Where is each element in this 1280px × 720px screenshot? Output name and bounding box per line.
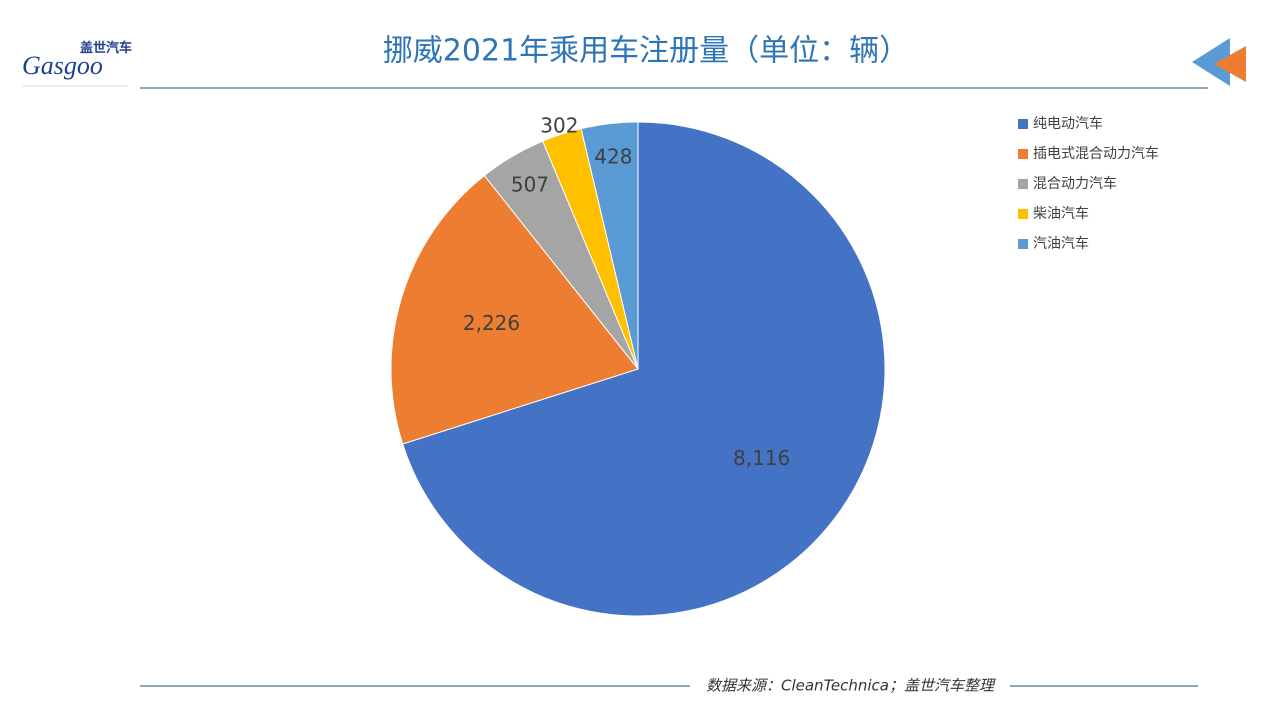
data-label: 507 xyxy=(511,173,549,197)
data-label: 428 xyxy=(594,145,632,169)
logo-brand: Gasgoo xyxy=(22,51,103,80)
data-label: 302 xyxy=(540,114,578,138)
data-label: 2,226 xyxy=(463,311,520,335)
logo-name: 盖世汽车 xyxy=(80,40,132,56)
logo: 盖世汽车 Gasgoo xyxy=(22,40,132,87)
legend-label: 柴油汽车 xyxy=(1033,205,1089,222)
pie-slice xyxy=(390,174,639,445)
pie-slice xyxy=(402,121,886,617)
corner-arrow xyxy=(1192,38,1246,86)
chart-title: 挪威2021年乘用车注册量（单位：辆） xyxy=(383,34,909,69)
source-note: 数据来源：CleanTechnica；盖世汽车整理 xyxy=(706,677,996,695)
legend-label: 汽油汽车 xyxy=(1033,235,1089,252)
pie-slice xyxy=(580,121,639,370)
legend-swatch xyxy=(1018,179,1028,189)
legend-swatch xyxy=(1018,239,1028,249)
legend-swatch xyxy=(1018,149,1028,159)
legend-label: 混合动力汽车 xyxy=(1033,175,1117,192)
pie: 8,116 2,226 507 302 428 xyxy=(390,114,886,617)
legend-label: 插电式混合动力汽车 xyxy=(1033,145,1159,162)
data-label: 8,116 xyxy=(733,446,790,470)
legend-label: 纯电动汽车 xyxy=(1033,115,1103,132)
legend-swatch xyxy=(1018,119,1028,129)
legend-swatch xyxy=(1018,209,1028,219)
